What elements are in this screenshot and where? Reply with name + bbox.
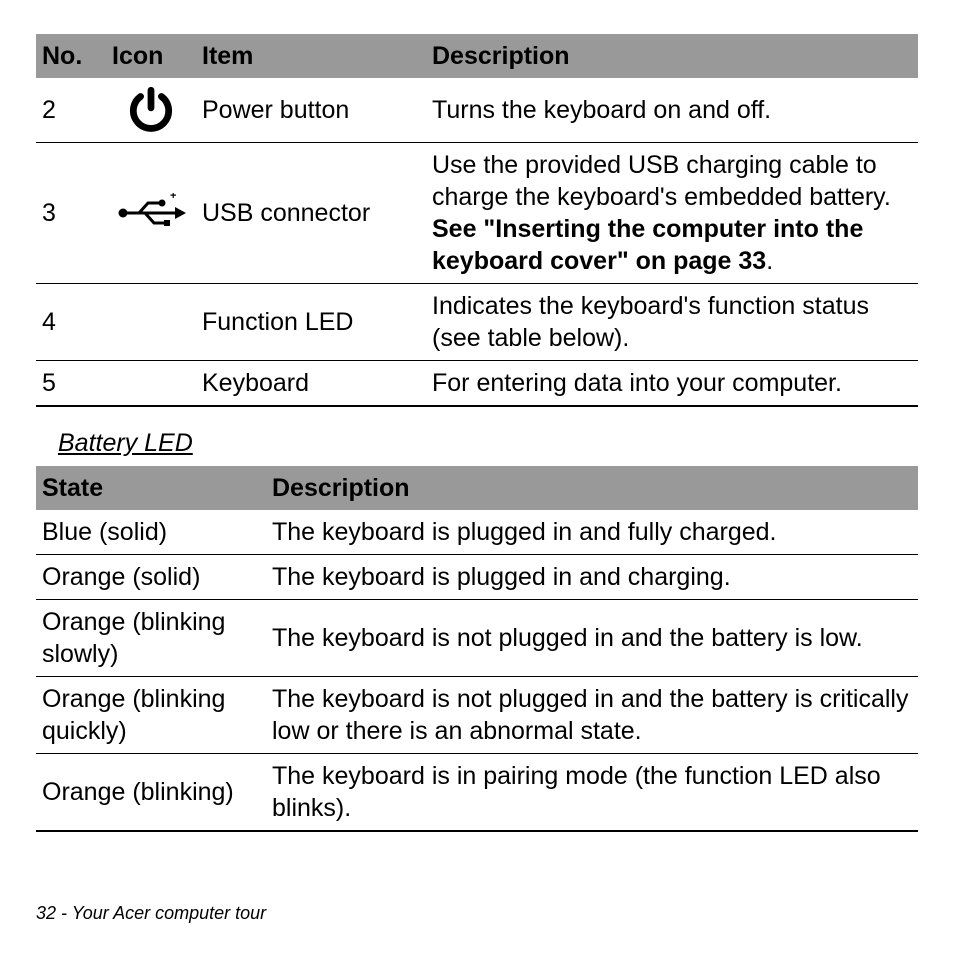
battery-led-table: State Description Blue (solid) The keybo… <box>36 466 918 832</box>
cell-description: Indicates the keyboard's function status… <box>426 284 918 361</box>
col-header-state: State <box>36 466 266 510</box>
table-row: Orange (blinking) The keyboard is in pai… <box>36 754 918 832</box>
cell-icon <box>106 361 196 407</box>
cell-state: Blue (solid) <box>36 510 266 555</box>
footer-page-number: 32 <box>36 903 56 923</box>
table-row: Orange (solid) The keyboard is plugged i… <box>36 555 918 600</box>
col-header-description: Description <box>266 466 918 510</box>
col-header-no: No. <box>36 34 106 78</box>
footer-title: Your Acer computer tour <box>72 903 266 923</box>
cell-no: 4 <box>36 284 106 361</box>
cell-no: 2 <box>36 78 106 143</box>
cell-icon <box>106 284 196 361</box>
table-row: 5 Keyboard For entering data into your c… <box>36 361 918 407</box>
cell-state: Orange (solid) <box>36 555 266 600</box>
cell-item: Keyboard <box>196 361 426 407</box>
table-row: 4 Function LED Indicates the keyboard's … <box>36 284 918 361</box>
cell-no: 3 <box>36 143 106 284</box>
table-row: Orange (blinking quickly) The keyboard i… <box>36 677 918 754</box>
table-header-row: State Description <box>36 466 918 510</box>
cell-description: The keyboard is in pairing mode (the fun… <box>266 754 918 832</box>
component-table: No. Icon Item Description 2 Power button… <box>36 34 918 407</box>
svg-text:+: + <box>170 193 176 202</box>
table-header-row: No. Icon Item Description <box>36 34 918 78</box>
table-row: Blue (solid) The keyboard is plugged in … <box>36 510 918 555</box>
cell-item: USB connector <box>196 143 426 284</box>
battery-led-heading: Battery LED <box>58 429 918 458</box>
cell-description: The keyboard is plugged in and charging. <box>266 555 918 600</box>
footer-separator: - <box>56 903 72 923</box>
cell-icon: + <box>106 143 196 284</box>
cell-description: Turns the keyboard on and off. <box>426 78 918 143</box>
table-row: 3 + USB connector Use the provided USB c… <box>36 143 918 284</box>
table-row: Orange (blinking slowly) The keyboard is… <box>36 600 918 677</box>
description-bold: See "Inserting the computer into the key… <box>432 215 863 275</box>
cell-state: Orange (blinking slowly) <box>36 600 266 677</box>
description-tail: . <box>766 247 773 275</box>
cell-item: Function LED <box>196 284 426 361</box>
cell-state: Orange (blinking) <box>36 754 266 832</box>
col-header-icon: Icon <box>106 34 196 78</box>
cell-item: Power button <box>196 78 426 143</box>
cell-icon <box>106 78 196 143</box>
table-row: 2 Power button Turns the keyboard on and… <box>36 78 918 143</box>
page-footer: 32 - Your Acer computer tour <box>36 903 266 924</box>
description-text: Use the provided USB charging cable to c… <box>432 151 891 211</box>
power-icon <box>125 84 177 136</box>
usb-icon: + <box>116 193 186 233</box>
col-header-description: Description <box>426 34 918 78</box>
cell-state: Orange (blinking quickly) <box>36 677 266 754</box>
cell-no: 5 <box>36 361 106 407</box>
document-page: No. Icon Item Description 2 Power button… <box>0 0 954 954</box>
cell-description: The keyboard is plugged in and fully cha… <box>266 510 918 555</box>
col-header-item: Item <box>196 34 426 78</box>
cell-description: Use the provided USB charging cable to c… <box>426 143 918 284</box>
cell-description: For entering data into your computer. <box>426 361 918 407</box>
cell-description: The keyboard is not plugged in and the b… <box>266 600 918 677</box>
cell-description: The keyboard is not plugged in and the b… <box>266 677 918 754</box>
